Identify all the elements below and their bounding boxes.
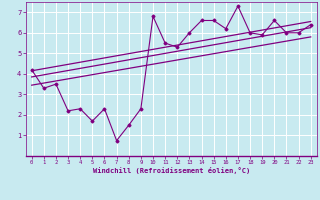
X-axis label: Windchill (Refroidissement éolien,°C): Windchill (Refroidissement éolien,°C) <box>92 167 250 174</box>
